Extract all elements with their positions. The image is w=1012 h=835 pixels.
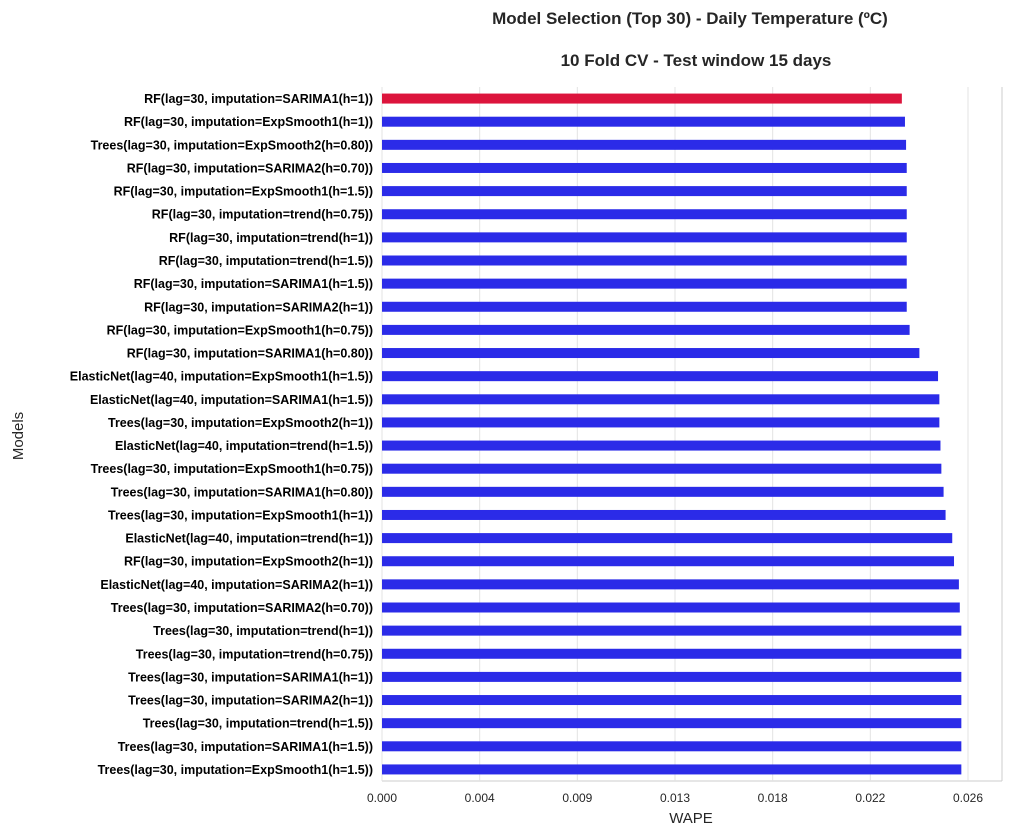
x-tick-label: 0.000 <box>367 791 397 805</box>
bar <box>382 625 962 636</box>
x-tick-label: 0.022 <box>855 791 885 805</box>
category-label: RF(lag=30, imputation=SARIMA1(h=1)) <box>144 92 373 106</box>
category-label: Trees(lag=30, imputation=ExpSmooth1(h=1.… <box>98 763 373 777</box>
category-label: ElasticNet(lag=40, imputation=trend(h=1)… <box>125 532 373 546</box>
category-label: Trees(lag=30, imputation=trend(h=1.5)) <box>143 717 373 731</box>
bar <box>382 695 962 706</box>
category-label: ElasticNet(lag=40, imputation=trend(h=1.… <box>115 439 373 453</box>
bar <box>382 671 962 682</box>
x-tick-label: 0.009 <box>562 791 592 805</box>
x-tick-label: 0.013 <box>660 791 690 805</box>
chart-subtitle: 10 Fold CV - Test window 15 days <box>561 51 832 70</box>
bar <box>382 255 907 266</box>
bar <box>382 463 942 474</box>
bar <box>382 741 962 752</box>
bar <box>382 486 944 497</box>
category-label: RF(lag=30, imputation=ExpSmooth1(h=1)) <box>124 115 373 129</box>
category-label: Trees(lag=30, imputation=SARIMA1(h=1.5)) <box>118 740 373 754</box>
category-label: RF(lag=30, imputation=trend(h=0.75)) <box>152 208 373 222</box>
category-label: RF(lag=30, imputation=ExpSmooth2(h=1)) <box>124 555 373 569</box>
bar <box>382 417 940 428</box>
tick-layer: 0.000 0.004 0.009 0.013 0.018 0.022 0.026 <box>367 791 983 805</box>
bar <box>382 232 907 243</box>
x-tick-label: 0.004 <box>465 791 495 805</box>
bar <box>382 602 960 613</box>
category-label: ElasticNet(lag=40, imputation=SARIMA1(h=… <box>90 393 373 407</box>
category-label: ElasticNet(lag=40, imputation=SARIMA2(h=… <box>100 578 373 592</box>
category-label: Trees(lag=30, imputation=SARIMA2(h=1)) <box>128 694 373 708</box>
grid-layer <box>381 87 1003 782</box>
chart-title: Model Selection (Top 30) - Daily Tempera… <box>492 9 888 28</box>
category-label: RF(lag=30, imputation=ExpSmooth1(h=0.75)… <box>107 323 373 337</box>
x-axis-title: WAPE <box>669 810 713 827</box>
bar <box>382 556 955 567</box>
category-label: RF(lag=30, imputation=SARIMA1(h=1.5)) <box>134 277 373 291</box>
bar <box>382 579 959 590</box>
bar <box>382 186 907 197</box>
bar <box>382 162 907 173</box>
category-label: Trees(lag=30, imputation=ExpSmooth2(h=1)… <box>108 416 373 430</box>
category-label: RF(lag=30, imputation=SARIMA2(h=1)) <box>144 300 373 314</box>
bar <box>382 93 902 104</box>
category-label: Trees(lag=30, imputation=ExpSmooth1(h=0.… <box>91 462 373 476</box>
bar <box>382 139 907 150</box>
bar <box>382 348 920 359</box>
bar <box>382 371 939 382</box>
bar <box>382 764 962 775</box>
bar <box>382 394 940 405</box>
category-label: Trees(lag=30, imputation=SARIMA2(h=0.70)… <box>111 601 373 615</box>
bar <box>382 301 907 312</box>
bar <box>382 209 907 220</box>
bar-layer <box>382 93 962 775</box>
category-label: ElasticNet(lag=40, imputation=ExpSmooth1… <box>70 370 373 384</box>
category-label: RF(lag=30, imputation=trend(h=1.5)) <box>159 254 373 268</box>
bar <box>382 278 907 289</box>
category-label: RF(lag=30, imputation=SARIMA1(h=0.80)) <box>127 347 373 361</box>
category-label: Trees(lag=30, imputation=trend(h=1)) <box>153 624 373 638</box>
bar <box>382 648 962 659</box>
category-label: RF(lag=30, imputation=ExpSmooth1(h=1.5)) <box>114 185 373 199</box>
category-label: Trees(lag=30, imputation=ExpSmooth2(h=0.… <box>91 138 373 152</box>
x-tick-label: 0.026 <box>953 791 983 805</box>
category-label: Trees(lag=30, imputation=SARIMA1(h=1)) <box>128 670 373 684</box>
bar <box>382 324 910 335</box>
bar <box>382 718 962 729</box>
bar <box>382 509 946 520</box>
y-axis-title: Models <box>10 412 27 460</box>
category-label: Trees(lag=30, imputation=SARIMA1(h=0.80)… <box>111 485 373 499</box>
bar <box>382 440 941 451</box>
category-label: Trees(lag=30, imputation=ExpSmooth1(h=1)… <box>108 508 373 522</box>
x-tick-label: 0.018 <box>758 791 788 805</box>
bar <box>382 116 905 127</box>
category-label: RF(lag=30, imputation=SARIMA2(h=0.70)) <box>127 161 373 175</box>
category-label: RF(lag=30, imputation=trend(h=1)) <box>169 231 373 245</box>
category-label: Trees(lag=30, imputation=trend(h=0.75)) <box>136 647 373 661</box>
bar <box>382 533 953 544</box>
label-layer: RF(lag=30, imputation=SARIMA1(h=1)) RF(la… <box>70 92 373 777</box>
